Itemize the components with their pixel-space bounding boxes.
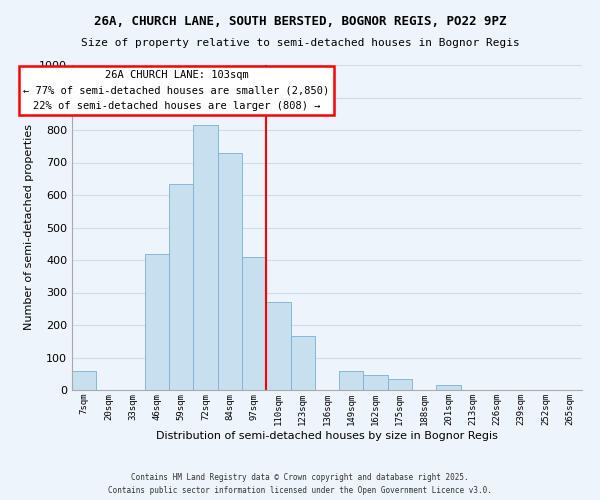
- Y-axis label: Number of semi-detached properties: Number of semi-detached properties: [23, 124, 34, 330]
- Bar: [145, 254, 169, 390]
- Text: 26A, CHURCH LANE, SOUTH BERSTED, BOGNOR REGIS, PO22 9PZ: 26A, CHURCH LANE, SOUTH BERSTED, BOGNOR …: [94, 15, 506, 28]
- Bar: [169, 184, 193, 390]
- Text: Contains HM Land Registry data © Crown copyright and database right 2025.
Contai: Contains HM Land Registry data © Crown c…: [108, 474, 492, 495]
- Bar: [266, 302, 290, 390]
- Bar: [242, 257, 266, 390]
- Bar: [388, 378, 412, 390]
- Bar: [218, 153, 242, 390]
- Bar: [364, 376, 388, 390]
- Text: Size of property relative to semi-detached houses in Bognor Regis: Size of property relative to semi-detach…: [80, 38, 520, 48]
- Bar: [72, 370, 96, 390]
- X-axis label: Distribution of semi-detached houses by size in Bognor Regis: Distribution of semi-detached houses by …: [156, 430, 498, 440]
- Text: 26A CHURCH LANE: 103sqm
← 77% of semi-detached houses are smaller (2,850)
22% of: 26A CHURCH LANE: 103sqm ← 77% of semi-de…: [23, 70, 329, 111]
- Bar: [193, 125, 218, 390]
- Bar: [436, 385, 461, 390]
- Bar: [339, 370, 364, 390]
- Bar: [290, 336, 315, 390]
